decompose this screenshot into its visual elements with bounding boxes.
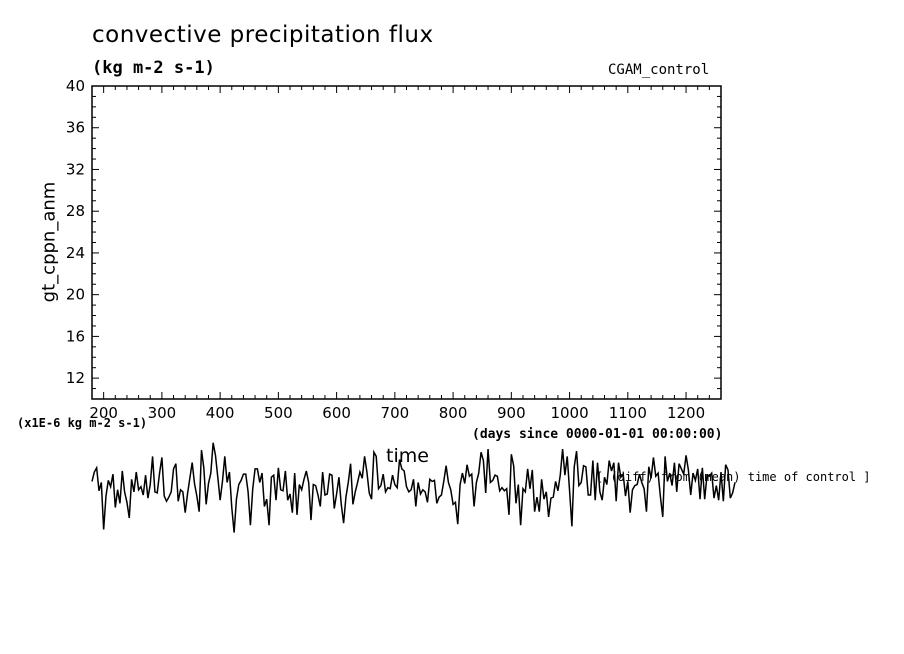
x-tick-label: 1000 — [550, 404, 588, 422]
x-tick-label: 400 — [206, 404, 235, 422]
y-tick-label: 16 — [66, 327, 85, 345]
x-tick-label: 1200 — [667, 404, 705, 422]
x-tick-label: 500 — [264, 404, 293, 422]
x-axis-units: (days since 0000-01-01 00:00:00) — [472, 427, 723, 442]
chart-units: (kg m-2 s-1) — [92, 58, 215, 78]
y-tick-label: 40 — [66, 77, 85, 95]
y-tick-label: 28 — [66, 202, 85, 220]
run-label: CGAM_control — [608, 62, 710, 78]
x-tick-label: 800 — [439, 404, 468, 422]
plot-frame — [91, 85, 722, 400]
x-tick-label: 200 — [89, 404, 118, 422]
axis-tick-labels: 200 300 400 500 600 700 800 900 1000 1100 1200 12 16… — [66, 77, 705, 422]
y-scale-note: (x1E-6 kg m-2 s-1) — [17, 416, 148, 430]
x-axis-label: time — [386, 445, 429, 467]
y-tick-label: 12 — [66, 369, 85, 387]
x-tick-label: 900 — [497, 404, 526, 422]
series-line — [91, 442, 736, 533]
y-tick-label: 20 — [66, 286, 85, 304]
x-tick-label: 1100 — [609, 404, 647, 422]
y-tick-label: 24 — [66, 244, 85, 262]
x-tick-label: 700 — [381, 404, 410, 422]
chart-title: convective precipitation flux — [92, 22, 434, 48]
x-tick-label: 300 — [148, 404, 177, 422]
x-tick-label: 600 — [322, 404, 351, 422]
axis-ticks — [91, 85, 722, 400]
y-tick-label: 36 — [66, 119, 85, 137]
y-tick-label: 32 — [66, 160, 85, 178]
